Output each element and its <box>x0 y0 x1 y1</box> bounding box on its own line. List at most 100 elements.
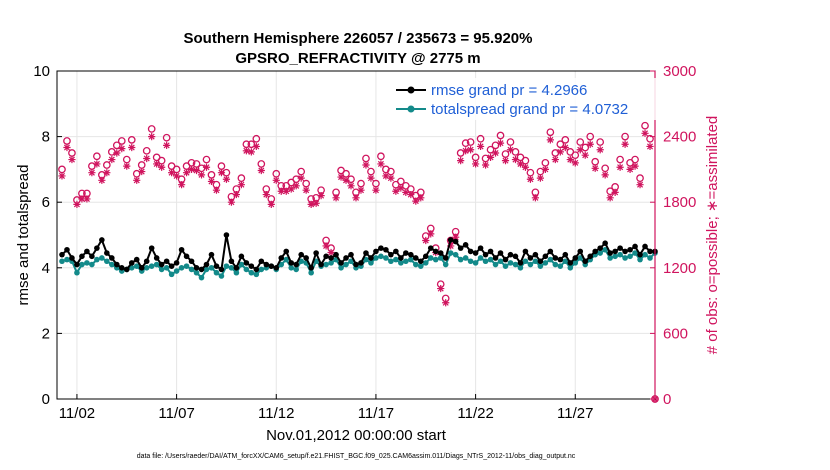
totalspread-point <box>467 258 474 265</box>
rmse-point <box>213 263 220 269</box>
obs-assimilated-point <box>252 142 260 151</box>
grid <box>57 70 655 400</box>
obs-assimilated-point <box>541 165 549 173</box>
obs-assimilated-point <box>138 167 146 176</box>
rmse-point <box>522 248 529 255</box>
rmse-point <box>408 251 414 258</box>
obs-assimilated-point <box>282 187 290 195</box>
obs-assimilated-point <box>277 187 285 195</box>
totalspread-point <box>153 261 160 268</box>
obs-possible-point <box>541 158 550 167</box>
series-obs_assimilated <box>58 129 659 403</box>
obs-assimilated-point <box>327 248 335 257</box>
totalspread-point <box>577 255 584 261</box>
rmse-point <box>248 263 255 269</box>
obs-possible-point <box>481 154 490 163</box>
rmse-point <box>128 260 135 266</box>
totalspread-point <box>253 271 260 278</box>
obs-assimilated-point <box>452 233 460 241</box>
obs-assimilated-point <box>307 200 315 208</box>
rmse-point <box>383 246 389 253</box>
rmse-point <box>303 255 309 261</box>
obs-possible-point <box>157 156 166 165</box>
axes-layer: 11/02 11/07 11/12 11/17 11/22 11/27 0 2 4 6 8 10 0 60… <box>33 63 696 422</box>
totalspread-point <box>413 261 419 268</box>
obs-possible-point <box>112 141 121 150</box>
obs-possible-point <box>601 164 610 173</box>
totalspread-point <box>89 261 95 268</box>
obs-assimilated-point <box>472 160 480 168</box>
totalspread-point <box>482 258 489 265</box>
obs-possible-point <box>621 132 629 141</box>
x-tick-label: 11/02 <box>59 405 95 422</box>
rmse-point <box>203 261 210 268</box>
obs-assimilated-point <box>163 141 171 149</box>
totalspread-point <box>293 266 300 273</box>
totalspread-point <box>348 258 354 265</box>
rmse-point <box>452 238 459 245</box>
obs-assimilated-point <box>153 160 161 168</box>
obs-possible-point <box>521 156 530 165</box>
rmse-point <box>59 251 65 258</box>
obs-assimilated-point <box>68 155 76 164</box>
totalspread-point <box>233 269 240 276</box>
rmse-point <box>502 256 509 263</box>
obs-assimilated-point <box>332 194 340 202</box>
obs-assimilated-point <box>402 188 410 196</box>
rmse-point <box>293 261 300 268</box>
totalspread-point <box>79 261 85 268</box>
totalspread-point <box>243 266 250 273</box>
obs-assimilated-point <box>417 194 425 202</box>
rmse-point <box>79 253 85 260</box>
totalspread-point <box>218 273 225 279</box>
obs-assimilated-point <box>347 182 355 190</box>
obs-possible-point <box>147 125 156 133</box>
obs-assimilated-point <box>491 149 500 157</box>
footer-data-file: data file: /Users/raeder/DAI/ATM_forcXX/… <box>137 453 576 460</box>
obs-possible-point <box>496 131 505 140</box>
obs-assimilated-point <box>317 192 325 200</box>
totalspread-point <box>492 261 499 268</box>
rmse-point <box>218 266 225 273</box>
x-tick-label: 11/12 <box>258 405 294 422</box>
obs-possible-point <box>641 121 649 130</box>
totalspread-point <box>562 258 569 265</box>
obs-assimilated-point <box>457 157 465 165</box>
obs-assimilated-point <box>93 160 101 168</box>
obs-assimilated-point <box>531 194 539 202</box>
totalspread-point <box>572 260 579 266</box>
totalspread-point <box>104 258 110 265</box>
obs-assimilated-point <box>611 188 619 196</box>
obs-possible-point <box>506 138 515 146</box>
series-layer <box>58 121 659 403</box>
rmse-point <box>313 250 319 256</box>
totalspread-point <box>203 266 210 273</box>
obs-possible-point <box>292 175 301 184</box>
obs-assimilated-point <box>352 194 360 202</box>
totalspread-point <box>99 255 105 261</box>
series-totalspread <box>59 246 658 281</box>
totalspread-point <box>84 260 90 266</box>
rmse-point <box>567 260 574 266</box>
obs-assimilated-point <box>192 166 201 175</box>
rmse-point <box>462 242 469 248</box>
rmse-point <box>642 243 648 250</box>
rmse-point <box>263 261 270 268</box>
obs-assimilated-point <box>442 299 450 307</box>
totalspread-point <box>343 261 349 268</box>
totalspread-point <box>133 263 140 269</box>
rmse-point <box>388 251 394 258</box>
totalspread-point <box>64 256 70 263</box>
rmse-point <box>123 266 130 273</box>
obs-assimilated-point <box>342 176 350 184</box>
rmse-point <box>378 245 384 251</box>
obs-assimilated-point <box>297 174 305 182</box>
rmse-point <box>467 248 474 255</box>
rmse-point <box>173 260 180 266</box>
obs-assimilated-point <box>556 148 564 156</box>
rmse-point <box>94 245 100 251</box>
y-tick-label-left: 8 <box>42 129 50 146</box>
obs-assimilated-point <box>462 147 470 155</box>
totalspread-point <box>567 265 574 271</box>
totalspread-point <box>627 253 633 260</box>
